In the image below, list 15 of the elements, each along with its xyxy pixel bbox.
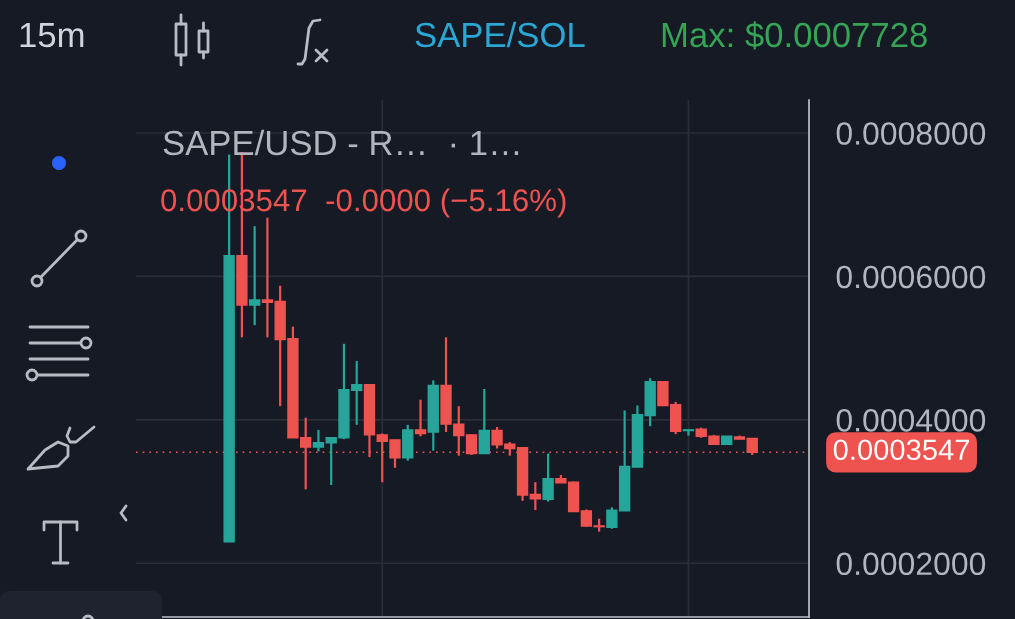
- y-tick-label: 0.0002000: [836, 552, 986, 576]
- candlestick: [312, 428, 325, 453]
- candlestick: [478, 387, 490, 455]
- candlestick: [248, 225, 261, 327]
- text: Max: $0.0007728: [662, 21, 927, 50]
- ref-line-label: 0.0003547: [833, 439, 970, 461]
- candlestick: [542, 452, 554, 503]
- text: SAPE/SOL: [415, 21, 585, 48]
- text: SAPE/USD - R… · 1…: [163, 129, 519, 156]
- y-tick-label: 0.0006000: [836, 265, 986, 289]
- y-tick-label: 0.0008000: [836, 122, 986, 145]
- text: 15m: [20, 23, 84, 48]
- y-tick-label: 0.0004000: [836, 409, 986, 432]
- candlestick: [682, 428, 695, 437]
- candlestick: [414, 398, 427, 438]
